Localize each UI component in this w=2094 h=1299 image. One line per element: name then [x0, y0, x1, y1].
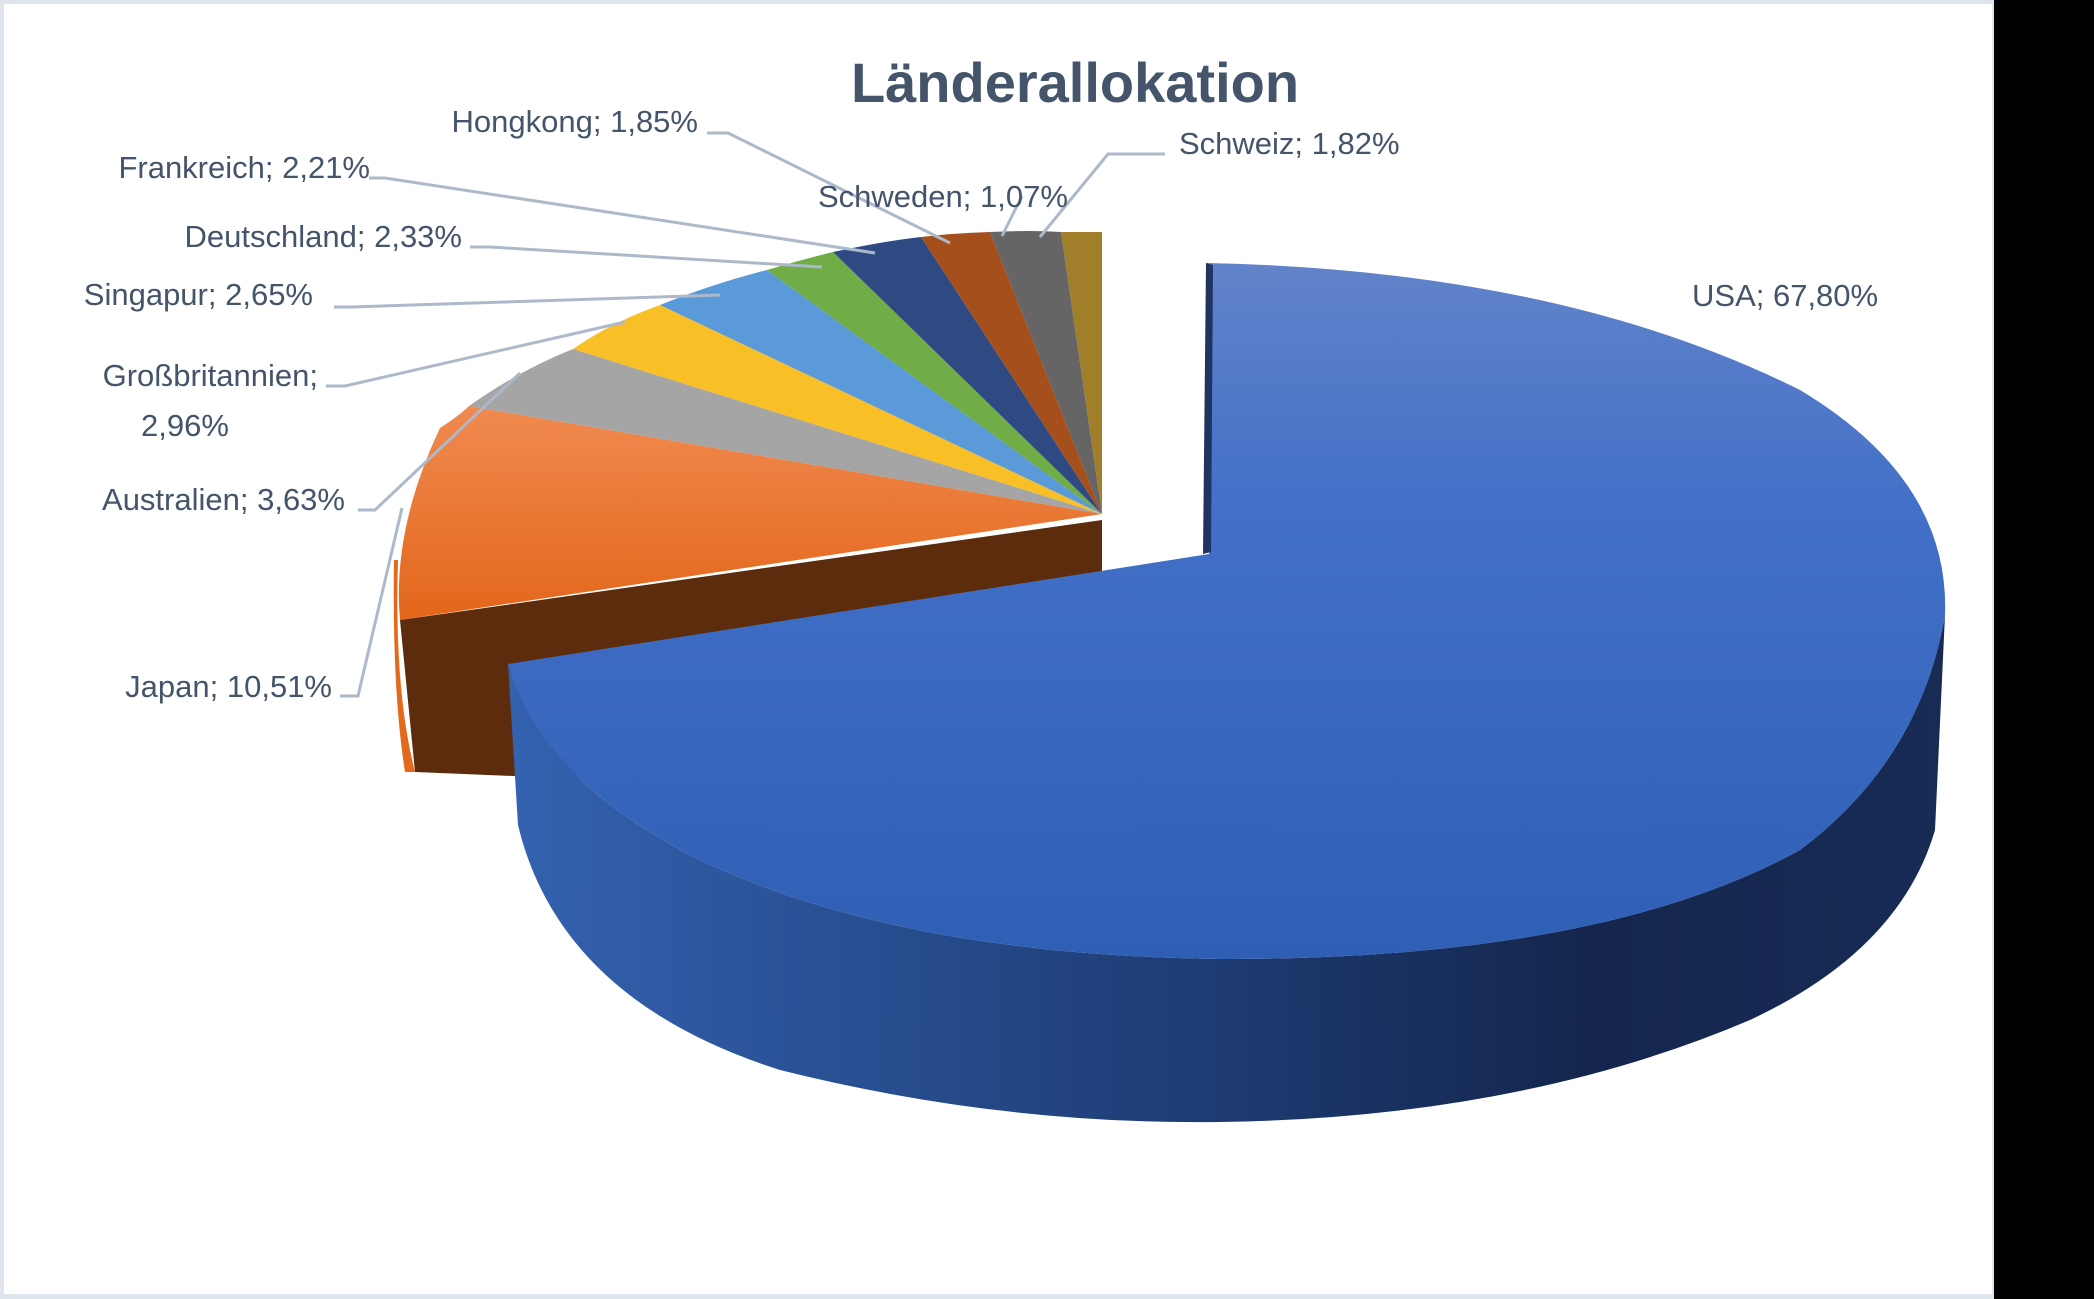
japan-slice — [398, 406, 1102, 620]
label-frankreich: Frankreich; 2,21% — [118, 150, 370, 185]
usa-slice-side — [508, 615, 1945, 1123]
label-schweiz: Schweiz; 1,82% — [1179, 126, 1400, 161]
minor-slices — [398, 231, 1102, 620]
grossbritannien-slice — [573, 305, 1102, 514]
leader-japan — [340, 507, 404, 698]
label-grossbritannien-line1: Großbritannien; — [103, 358, 318, 393]
leader-deutschland — [470, 245, 823, 269]
deutschland-slice — [767, 252, 1102, 514]
australien-slice — [469, 349, 1102, 514]
usa-slice — [508, 263, 1946, 1123]
chart-title: Länderallokation — [851, 51, 1299, 114]
usa-slice-top — [508, 263, 1946, 960]
hongkong-slice — [921, 232, 1102, 514]
label-japan: Japan; 10,51% — [125, 669, 332, 704]
japan-slice-rim — [393, 560, 415, 772]
leader-frankreich — [369, 176, 876, 255]
label-usa: USA; 67,80% — [1692, 278, 1878, 313]
leader-lines — [326, 131, 1165, 698]
leader-hongkong — [707, 131, 951, 245]
usa-slice-edge — [1203, 263, 1213, 554]
leader-schweden — [1000, 195, 1024, 237]
label-hongkong: Hongkong; 1,85% — [452, 104, 698, 139]
schweiz-slice — [1061, 232, 1102, 514]
leader-schweiz — [1038, 152, 1165, 238]
leader-australien — [358, 371, 522, 512]
label-grossbritannien-line2: 2,96% — [141, 408, 229, 443]
label-singapur: Singapur; 2,65% — [84, 277, 313, 312]
frankreich-slice — [833, 237, 1102, 514]
leader-grossbritannien — [326, 320, 626, 388]
singapur-slice — [660, 270, 1102, 514]
schweden-slice — [990, 231, 1102, 514]
leader-singapur — [334, 293, 721, 309]
label-schweden: Schweden; 1,07% — [818, 179, 1068, 214]
label-deutschland: Deutschland; 2,33% — [185, 219, 462, 254]
label-australien: Australien; 3,63% — [102, 482, 345, 517]
